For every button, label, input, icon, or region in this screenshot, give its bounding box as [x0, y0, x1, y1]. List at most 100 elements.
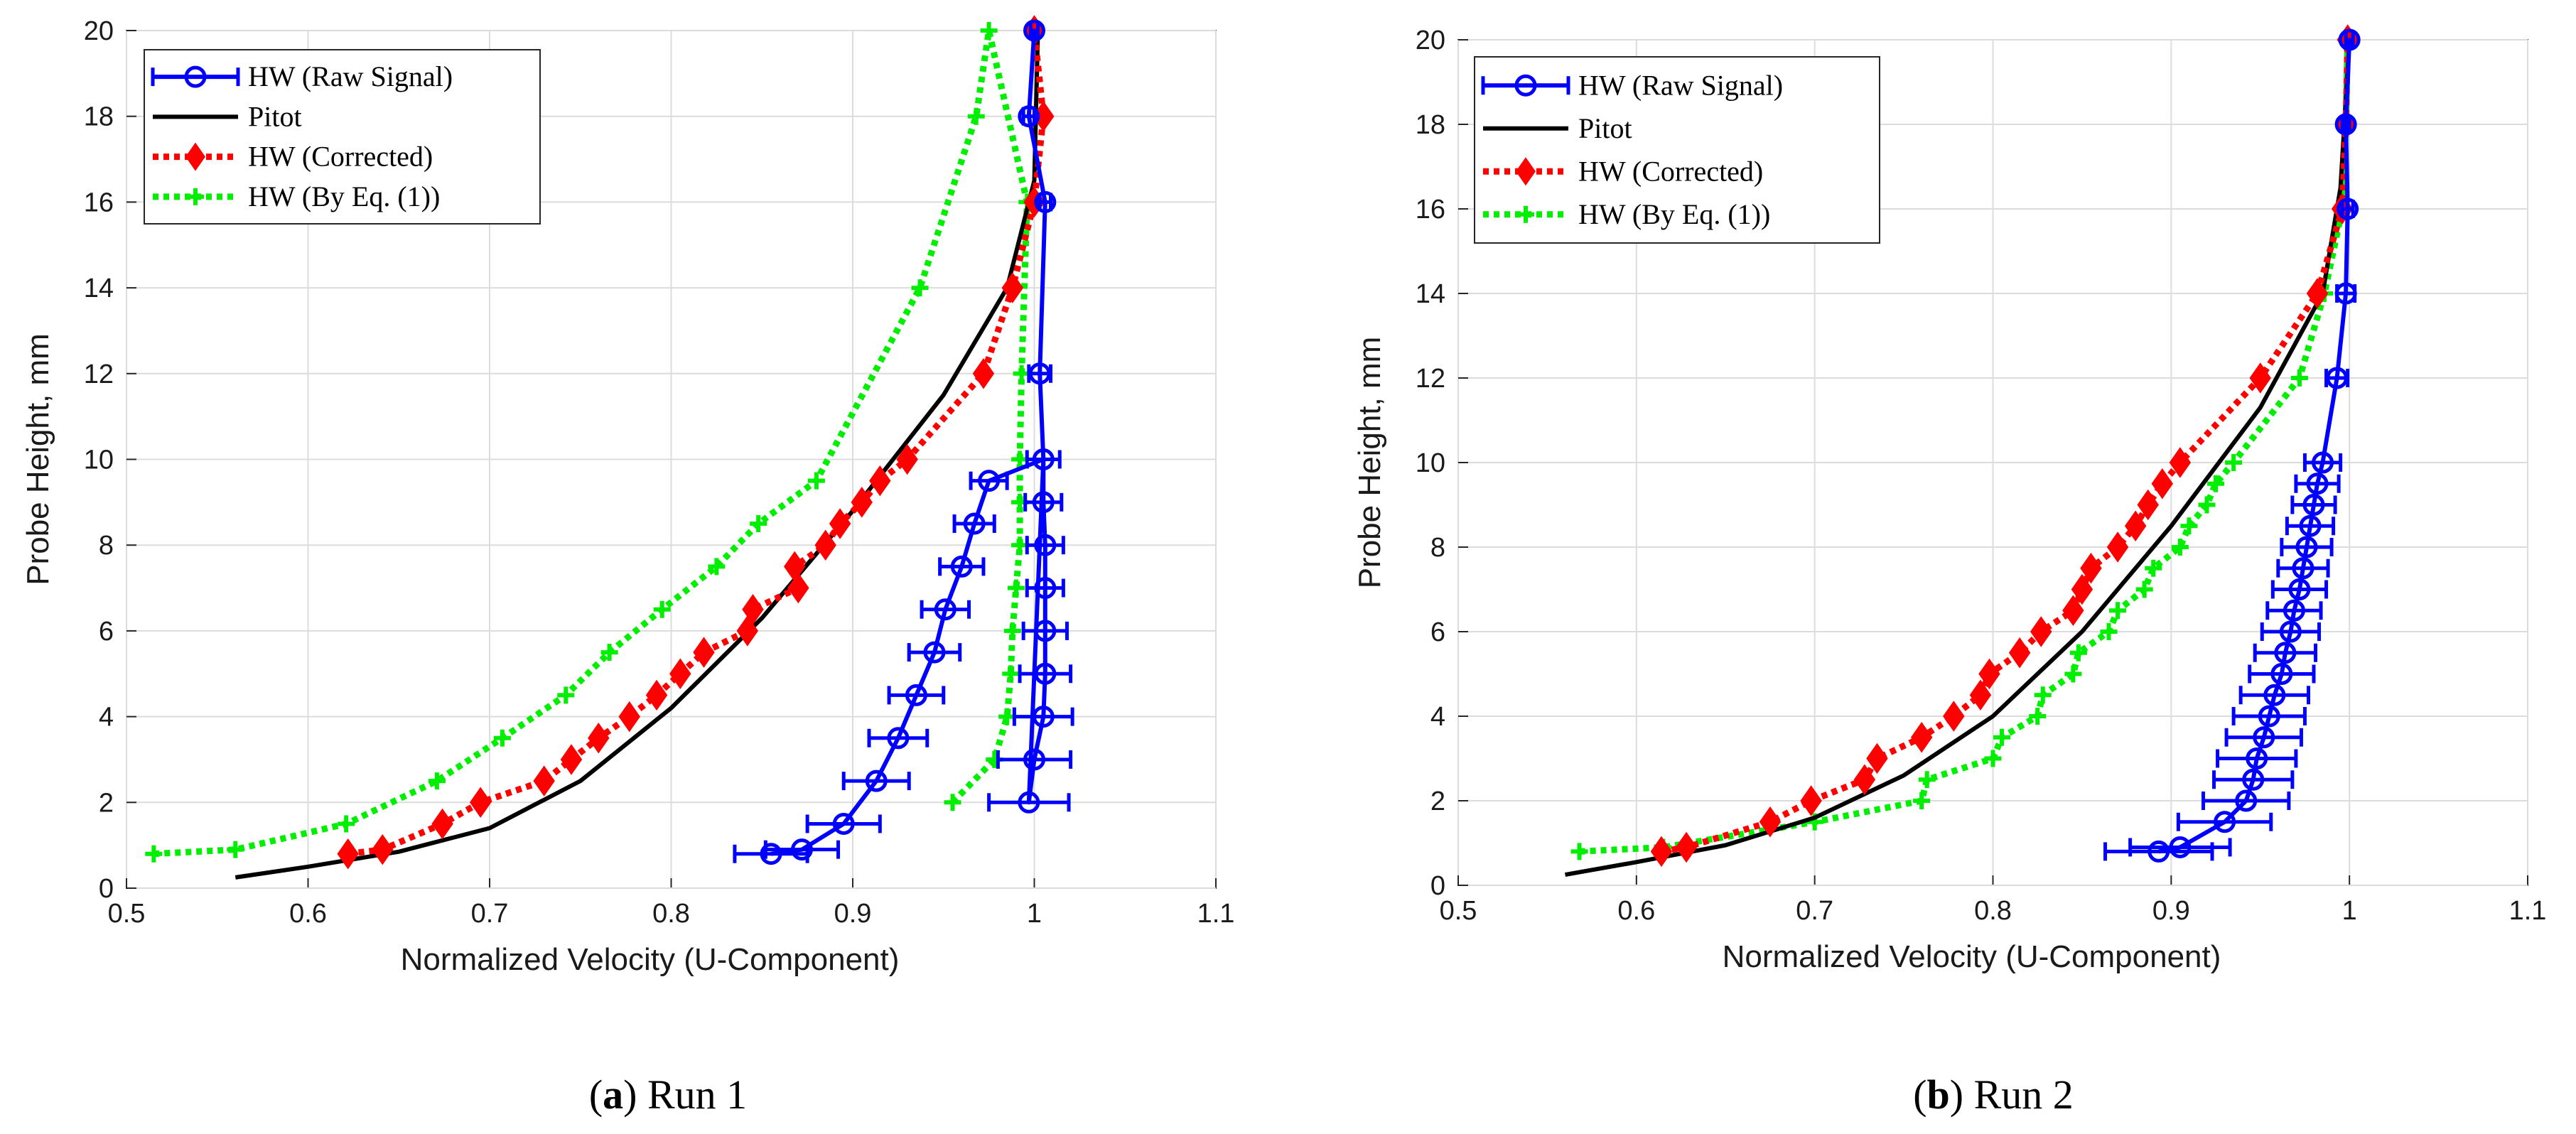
data-point — [2326, 367, 2349, 389]
x-tick-label: 0.5 — [1440, 896, 1477, 926]
x-axis-label: Normalized Velocity (U-Component) — [401, 942, 900, 977]
data-point — [1984, 750, 2002, 767]
data-point — [1023, 19, 1045, 42]
data-point — [2306, 472, 2329, 495]
data-point — [2302, 494, 2325, 516]
series-layer — [1564, 24, 2361, 878]
x-tick-label: 0.8 — [652, 899, 690, 929]
data-point — [2337, 198, 2359, 220]
caption-letter: a — [603, 1071, 623, 1118]
data-point — [557, 686, 575, 704]
data-point — [2145, 559, 2162, 577]
data-point — [978, 470, 1001, 492]
legend-label: Pitot — [1578, 112, 1632, 144]
data-point — [2180, 517, 2198, 535]
data-point — [784, 551, 806, 583]
series-hw-by-eq-1 — [1570, 31, 2356, 860]
data-point — [600, 644, 618, 662]
data-point — [967, 107, 985, 125]
data-point — [980, 22, 998, 39]
data-point — [1913, 792, 1931, 809]
data-point — [1034, 662, 1057, 685]
y-tick-label: 2 — [1430, 787, 1445, 816]
panel-caption: (b) Run 2 — [1913, 1071, 2074, 1118]
data-point — [470, 787, 492, 819]
y-tick-label: 2 — [99, 788, 114, 818]
data-point — [2290, 369, 2308, 387]
legend-label: HW (Corrected) — [248, 141, 433, 173]
data-point — [708, 558, 726, 576]
data-point — [1018, 105, 1040, 128]
data-point — [2034, 686, 2052, 704]
data-point — [428, 772, 446, 790]
data-point — [2171, 539, 2189, 556]
data-point — [372, 833, 394, 865]
data-point — [2207, 475, 2225, 492]
legend-label: HW (By Eq. (1)) — [1578, 198, 1770, 230]
data-point — [2249, 362, 2271, 394]
legend-item: HW (Corrected) — [1483, 155, 1763, 187]
data-point — [2071, 573, 2093, 605]
data-point — [337, 838, 359, 870]
legend: HW (Raw Signal) Pitot HW (Corrected) HW (By… — [1474, 56, 1880, 244]
data-point — [2124, 510, 2147, 541]
caption-text: Run 2 — [1974, 1071, 2074, 1118]
data-point — [2288, 578, 2311, 600]
chart-panel-b: 0.5 0.6 0.7 0.8 0.9 1 1.1 0 2 4 6 8 10 12 14 16 18 20 Nor… — [1352, 24, 2547, 1118]
panel-caption: (a) Run 1 — [589, 1071, 747, 1118]
y-tick-label: 8 — [99, 531, 114, 561]
data-point — [787, 572, 809, 604]
legend-item: HW (Corrected) — [153, 141, 433, 173]
x-tick-label: 0.7 — [1796, 896, 1833, 926]
series-hw-corrected — [1650, 24, 2359, 868]
data-point — [2198, 496, 2216, 514]
data-point — [887, 727, 910, 750]
tick-labels: 0.5 0.6 0.7 0.8 0.9 1 1.1 0 2 4 6 8 10 12 14 16 18 20 — [84, 16, 1235, 929]
data-point — [2008, 637, 2031, 669]
legend-label: HW (Raw Signal) — [248, 60, 453, 92]
y-tick-label: 6 — [1430, 617, 1445, 647]
legend-item: HW (Raw Signal) — [1481, 69, 1783, 101]
y-axis-label: Probe Height, mm — [21, 333, 55, 585]
data-point — [1969, 679, 1992, 711]
legend-item: HW (Raw Signal) — [151, 60, 453, 92]
data-point — [905, 684, 927, 706]
series-hw-corrected — [337, 15, 1055, 870]
data-point — [2135, 580, 2153, 598]
data-point — [2151, 468, 2174, 500]
caption-text: Run 1 — [647, 1071, 747, 1118]
data-point — [2283, 599, 2305, 622]
data-point — [1943, 701, 1965, 732]
data-point — [2029, 708, 2047, 725]
y-tick-label: 16 — [84, 188, 114, 217]
y-tick-label: 20 — [84, 16, 114, 46]
data-point — [851, 487, 873, 518]
y-tick-label: 0 — [99, 874, 114, 904]
x-tick-label: 0.9 — [2152, 896, 2190, 926]
tick-labels: 0.5 0.6 0.7 0.8 0.9 1 1.1 0 2 4 6 8 10 12 14 16 18 20 — [1416, 26, 2547, 926]
data-point — [896, 443, 918, 475]
data-point — [1032, 491, 1055, 514]
legend-item: Pitot — [1483, 112, 1632, 144]
data-point — [1570, 843, 1588, 860]
data-point — [1918, 771, 1936, 789]
data-point — [829, 508, 851, 539]
data-point — [431, 808, 453, 840]
x-tick-label: 1.1 — [1197, 899, 1235, 929]
y-axis-label: Probe Height, mm — [1352, 337, 1387, 589]
data-point — [760, 843, 782, 865]
data-point — [653, 600, 671, 618]
data-point — [2147, 840, 2170, 863]
data-point — [1002, 665, 1020, 683]
y-tick-label: 16 — [1416, 195, 1445, 225]
data-point — [2169, 836, 2192, 858]
data-point — [2295, 536, 2318, 558]
data-point — [972, 358, 995, 389]
data-point — [2214, 811, 2236, 833]
data-point — [2312, 451, 2334, 474]
data-point — [1001, 272, 1024, 303]
legend-label: HW (By Eq. (1)) — [248, 180, 440, 212]
y-tick-label: 12 — [84, 360, 114, 389]
x-tick-label: 1 — [2342, 896, 2357, 926]
data-point — [588, 723, 610, 754]
